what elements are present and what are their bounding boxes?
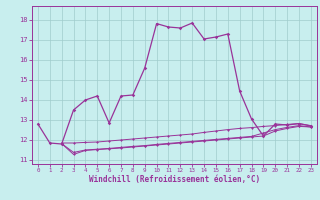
X-axis label: Windchill (Refroidissement éolien,°C): Windchill (Refroidissement éolien,°C) (89, 175, 260, 184)
